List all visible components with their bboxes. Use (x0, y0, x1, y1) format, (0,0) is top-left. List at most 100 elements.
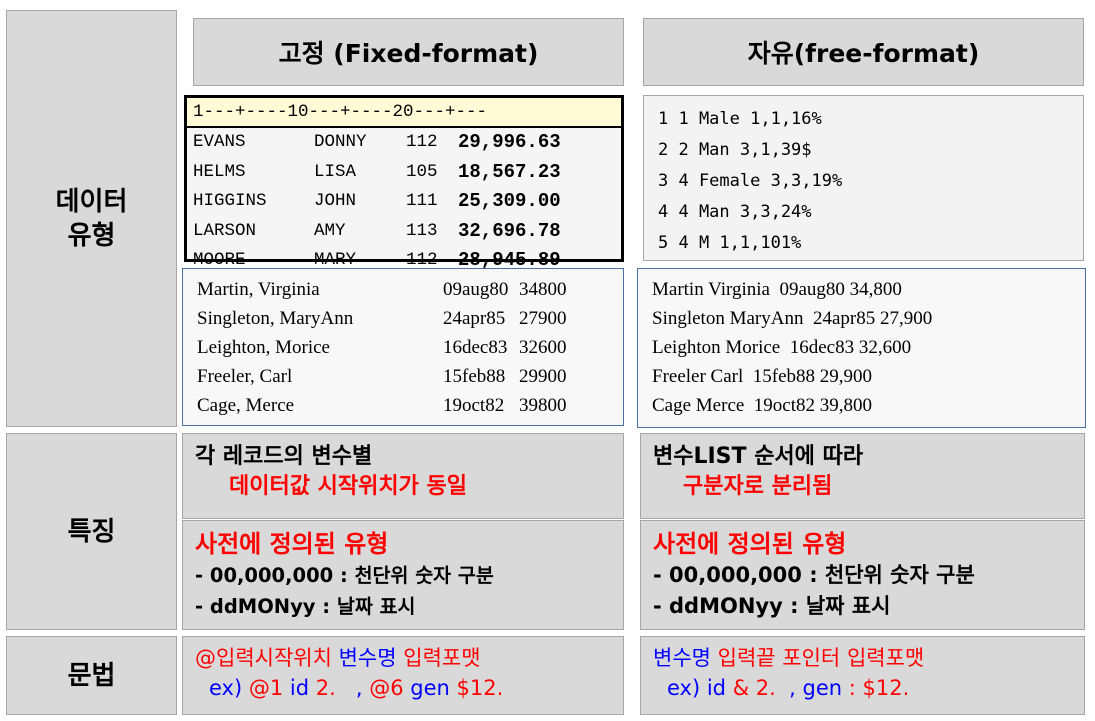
free-format-header: 자유(free-format) (643, 18, 1084, 86)
free-record-row: 4 4 Man 3,3,24% (658, 202, 812, 222)
fixed-example-part4: , (335, 676, 370, 700)
fixed-list-box: Martin, Virginia 09aug80 34800 Singleton, M… (182, 268, 624, 426)
free-example-part3: , gen (775, 676, 849, 700)
fixed-record-amount: 18,567.23 (458, 160, 561, 183)
free-predefined-box: 사전에 정의된 유형 - 00,000,000 : 천단위 숫자 구분 - dd… (640, 520, 1085, 630)
free-predefined-title: 사전에 정의된 유형 (653, 530, 847, 558)
fixed-record-id: 105 (406, 161, 438, 182)
fixed-record-id: 113 (406, 220, 438, 241)
fixed-list-row: Cage, Merce 19oct82 39800 (183, 391, 623, 420)
fixed-predefined-box: 사전에 정의된 유형 - 00,000,000 : 천단위 숫자 구분 - dd… (182, 520, 624, 630)
data-type-label-line2: 유형 (67, 220, 116, 251)
fixed-list-name: Freeler, Carl (197, 366, 293, 387)
fixed-record-row: HELMS LISA 105 18,567.23 (187, 158, 621, 188)
fixed-list-value: 39800 (519, 395, 567, 416)
free-list-row: Leighton Morice 16dec83 32,600 (652, 337, 912, 358)
fixed-list-value: 27900 (519, 308, 567, 329)
column-ruler: 1---+----10---+----20---+--- (187, 98, 621, 128)
fixed-predefined-title: 사전에 정의된 유형 (195, 530, 389, 558)
fixed-format-title: 고정 (Fixed-format) (278, 39, 539, 68)
fixed-record-last: EVANS (193, 132, 246, 152)
syntax-label-box: 문법 (6, 636, 177, 715)
free-record-row: 3 4 Female 3,3,19% (658, 171, 843, 191)
free-feature-line2: 구분자로 분리됨 (683, 474, 833, 499)
fixed-record-amount: 25,309.00 (458, 190, 561, 212)
fixed-list-date: 15feb88 (443, 366, 506, 387)
fixed-record-first: LISA (314, 161, 357, 182)
features-label-box: 특징 (6, 433, 177, 630)
fixed-record-last: HIGGINS (193, 191, 267, 211)
fixed-feature-box: 각 레코드의 변수별 데이터값 시작위치가 동일 (182, 433, 624, 519)
fixed-record-row: EVANS DONNY 112 29,996.63 (187, 128, 621, 158)
fixed-syntax-varname: 변수명 (338, 646, 397, 670)
free-predefined-item2: - ddMONyy : 날짜 표시 (653, 594, 891, 618)
data-type-label-box: 데이터 유형 (6, 10, 177, 427)
fixed-record-first: AMY (314, 220, 346, 241)
free-list-row: Cage Merce 19oct82 39,800 (652, 395, 873, 416)
fixed-list-date: 24apr85 (443, 308, 506, 329)
fixed-syntax-format: 입력포맷 (403, 646, 481, 670)
free-list-row: Singleton MaryAnn 24apr85 27,900 (652, 308, 933, 329)
fixed-record-last: LARSON (193, 220, 257, 241)
fixed-record-row: LARSON AMY 113 32,696.78 (187, 217, 621, 247)
free-example-part4: : (848, 676, 856, 700)
fixed-record-last: HELMS (193, 161, 246, 182)
fixed-list-row: Freeler, Carl 15feb88 29900 (183, 362, 623, 391)
fixed-record-amount: 28,945.89 (458, 249, 561, 271)
fixed-record-first: DONNY (314, 132, 367, 152)
fixed-format-header: 고정 (Fixed-format) (193, 18, 624, 86)
fixed-predefined-item1: - 00,000,000 : 천단위 숫자 구분 (195, 564, 494, 587)
fixed-list-row: Martin, Virginia 09aug80 34800 (183, 275, 623, 304)
free-syntax-pointer: 입력끝 포인터 (717, 646, 841, 670)
fixed-feature-line2: 데이터값 시작위치가 동일 (229, 474, 467, 499)
fixed-example-prefix: ex) (209, 676, 249, 700)
fixed-list-value: 34800 (519, 279, 567, 300)
fixed-example-part5: @6 (369, 676, 404, 700)
features-label: 특징 (67, 516, 116, 547)
fixed-list-date: 19oct82 (443, 395, 505, 416)
fixed-record-first: MARY (314, 250, 357, 270)
fixed-example-part7: $12. (456, 676, 504, 700)
free-syntax-varname: 변수명 (653, 646, 711, 670)
free-example-prefix: ex) id (667, 676, 733, 700)
free-list-row: Freeler Carl 15feb88 29,900 (652, 366, 873, 387)
free-example-part2: 2. (749, 676, 776, 700)
free-record-row: 1 1 Male 1,1,16% (658, 109, 822, 129)
fixed-list-value: 29900 (519, 366, 567, 387)
free-format-title: 자유(free-format) (747, 39, 980, 68)
fixed-record-row: MOORE MARY 112 28,945.89 (187, 246, 621, 276)
fixed-sample-box: 1---+----10---+----20---+--- EVANS DONNY 1… (184, 95, 624, 271)
fixed-record-last: MOORE (193, 250, 246, 270)
fixed-example-part2: id (283, 676, 316, 700)
fixed-record-id: 112 (406, 250, 438, 270)
free-syntax-format: 입력포맷 (846, 646, 925, 670)
fixed-list-value: 32600 (519, 337, 567, 358)
free-list-box: Martin Virginia 09aug80 34,800 Singleton … (637, 268, 1086, 428)
fixed-record-amount: 29,996.63 (458, 131, 561, 153)
fixed-example-part3: 2. (315, 676, 336, 700)
fixed-record-id: 112 (406, 132, 438, 152)
fixed-list-date: 16dec83 (443, 337, 508, 358)
free-syntax-box: 변수명 입력끝 포인터 입력포맷 ex) id & 2. , gen : $12… (640, 636, 1085, 715)
free-record-row: 5 4 M 1,1,101% (658, 233, 802, 253)
fixed-syntax-box: @입력시작위치 변수명 입력포맷 ex) @1 id 2. , @6 gen $… (182, 636, 624, 715)
fixed-list-date: 09aug80 (443, 279, 509, 300)
free-feature-line1: 변수LIST 순서에 따라 (653, 444, 864, 469)
free-predefined-item1: - 00,000,000 : 천단위 숫자 구분 (653, 563, 975, 587)
fixed-example-part1: @1 (248, 676, 284, 700)
fixed-record-id: 111 (406, 191, 438, 211)
fixed-list-name: Leighton, Morice (197, 337, 330, 358)
fixed-list-row: Leighton, Morice 16dec83 32600 (183, 333, 623, 362)
fixed-list-name: Martin, Virginia (197, 279, 320, 300)
fixed-list-row: Singleton, MaryAnn 24apr85 27900 (183, 304, 623, 333)
fixed-syntax-start-pos: @입력시작위치 (195, 646, 332, 670)
free-record-row: 2 2 Man 3,1,39$ (658, 140, 812, 160)
fixed-list-name: Cage, Merce (197, 395, 295, 416)
fixed-example-part6: gen (403, 676, 457, 700)
free-example-part5: $12. (855, 676, 910, 700)
free-list-row: Martin Virginia 09aug80 34,800 (652, 279, 902, 300)
free-sample-box: 1 1 Male 1,1,16% 2 2 Man 3,1,39$ 3 4 Femal… (643, 95, 1084, 261)
fixed-record-amount: 32,696.78 (458, 219, 561, 242)
fixed-predefined-item2: - ddMONyy : 날짜 표시 (195, 595, 416, 618)
fixed-feature-line1: 각 레코드의 변수별 (195, 444, 373, 469)
